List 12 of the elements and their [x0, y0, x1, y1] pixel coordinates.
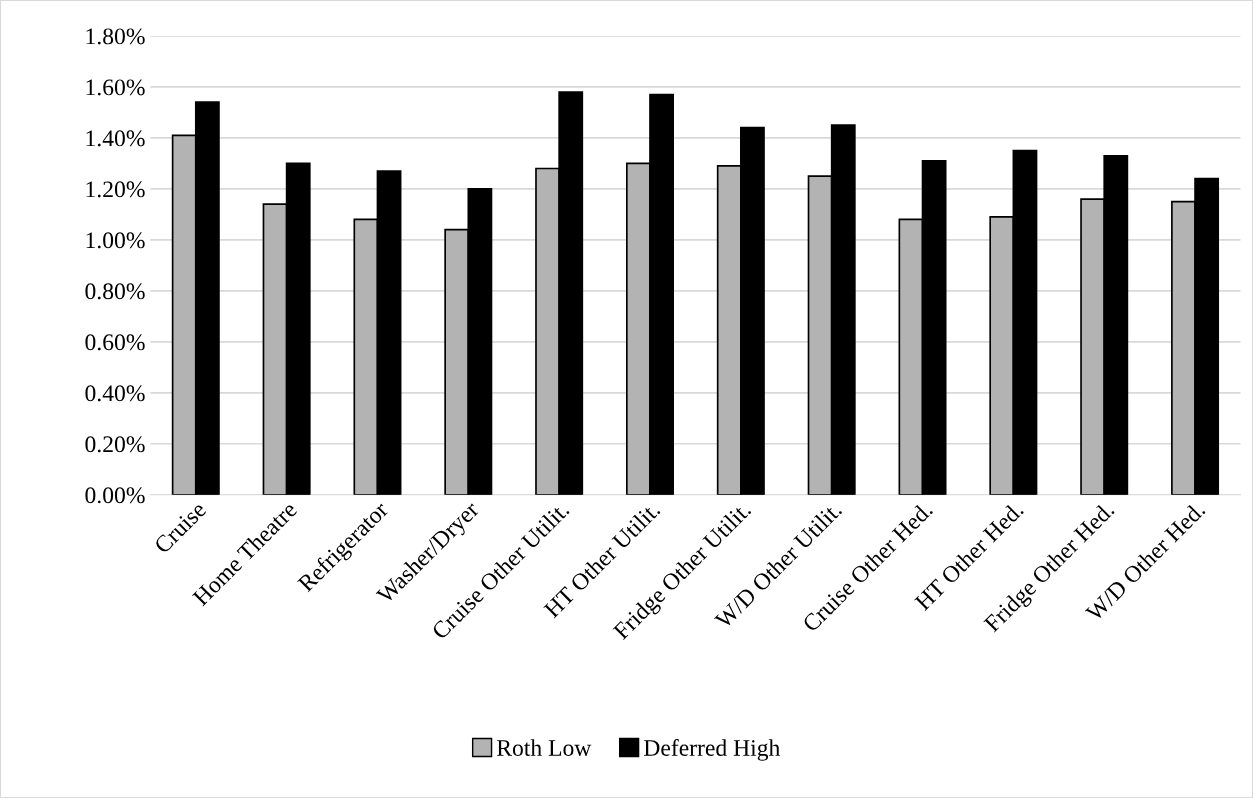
y-tick-label: 1.00% — [86, 232, 145, 249]
y-tick-label: 1.20% — [86, 181, 145, 198]
y-tick-label: 1.60% — [86, 79, 145, 96]
y-tick-label: 0.40% — [85, 385, 145, 402]
legend-label: Roth Low — [496, 739, 592, 756]
y-tick-label: 0.80% — [85, 283, 145, 300]
legend-label: Deferred High — [644, 739, 781, 761]
y-tick-label: 1.40% — [86, 130, 145, 147]
y-tick-label: 1.80% — [86, 28, 145, 45]
y-tick-label: 0.00% — [85, 487, 145, 504]
y-tick-label: 0.20% — [85, 436, 145, 453]
y-tick-label: 0.60% — [85, 334, 145, 351]
